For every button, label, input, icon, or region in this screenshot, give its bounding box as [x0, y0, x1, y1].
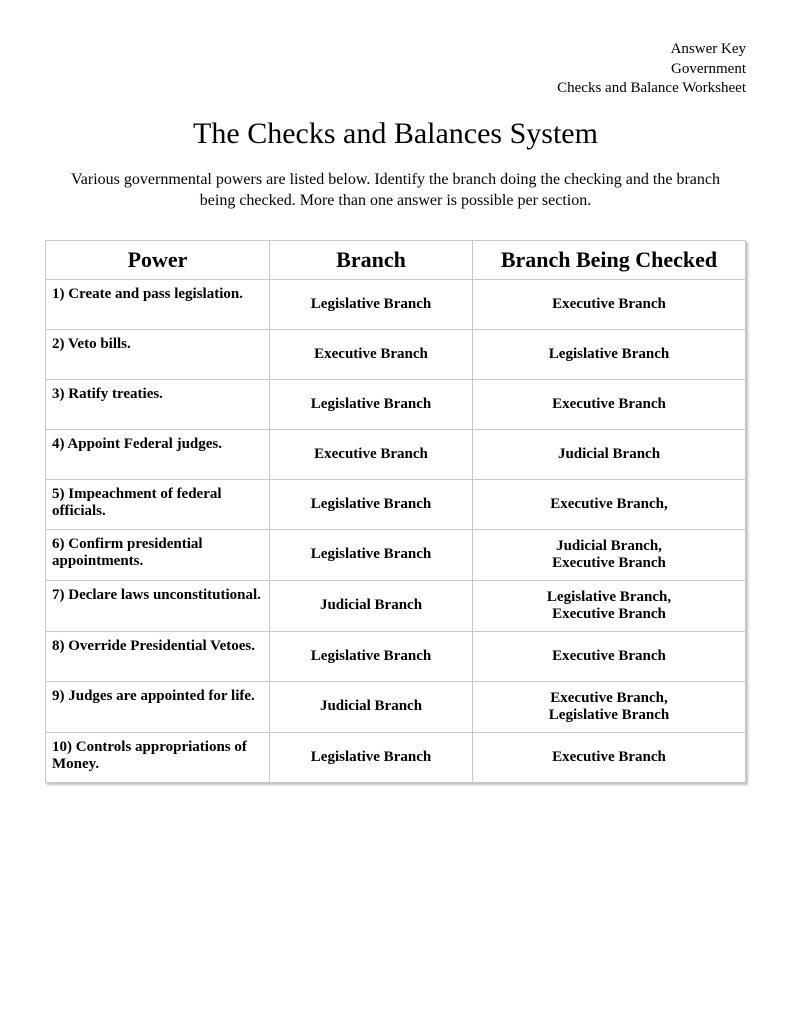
- cell-power: 4) Appoint Federal judges.: [46, 429, 270, 479]
- col-header-branch: Branch: [270, 240, 473, 279]
- cell-power: 8) Override Presidential Vetoes.: [46, 631, 270, 681]
- table-row: 4) Appoint Federal judges. Executive Bra…: [46, 429, 746, 479]
- cell-checked: Executive Branch: [473, 732, 746, 782]
- cell-branch: Judicial Branch: [270, 681, 473, 732]
- cell-power: 3) Ratify treaties.: [46, 379, 270, 429]
- col-header-power: Power: [46, 240, 270, 279]
- table-row: 10) Controls appropriations of Money. Le…: [46, 732, 746, 782]
- cell-branch: Legislative Branch: [270, 279, 473, 329]
- checks-balances-table: Power Branch Branch Being Checked 1) Cre…: [45, 240, 746, 783]
- cell-checked: Legislative Branch: [473, 329, 746, 379]
- cell-power: 5) Impeachment of federal officials.: [46, 479, 270, 529]
- cell-power: 2) Veto bills.: [46, 329, 270, 379]
- worksheet-page: Answer Key Government Checks and Balance…: [0, 0, 791, 823]
- cell-power: 9) Judges are appointed for life.: [46, 681, 270, 732]
- cell-power: 7) Declare laws unconstitutional.: [46, 580, 270, 631]
- cell-checked: Judicial Branch, Executive Branch: [473, 529, 746, 580]
- cell-checked: Executive Branch,: [473, 479, 746, 529]
- table-row: 6) Confirm presidential appointments. Le…: [46, 529, 746, 580]
- cell-checked: Judicial Branch: [473, 429, 746, 479]
- cell-checked: Executive Branch, Legislative Branch: [473, 681, 746, 732]
- table-header-row: Power Branch Branch Being Checked: [46, 240, 746, 279]
- table-row: 2) Veto bills. Executive Branch Legislat…: [46, 329, 746, 379]
- table-row: 3) Ratify treaties. Legislative Branch E…: [46, 379, 746, 429]
- cell-branch: Legislative Branch: [270, 379, 473, 429]
- cell-checked: Executive Branch: [473, 379, 746, 429]
- page-title: The Checks and Balances System: [45, 117, 746, 151]
- cell-checked: Executive Branch: [473, 631, 746, 681]
- header-block: Answer Key Government Checks and Balance…: [45, 40, 746, 99]
- table-row: 1) Create and pass legislation. Legislat…: [46, 279, 746, 329]
- cell-power: 10) Controls appropriations of Money.: [46, 732, 270, 782]
- header-line-2: Government: [45, 60, 746, 80]
- cell-checked: Legislative Branch, Executive Branch: [473, 580, 746, 631]
- cell-branch: Legislative Branch: [270, 529, 473, 580]
- cell-branch: Legislative Branch: [270, 479, 473, 529]
- header-line-3: Checks and Balance Worksheet: [45, 79, 746, 99]
- table-container: Power Branch Branch Being Checked 1) Cre…: [45, 240, 746, 783]
- cell-power: 1) Create and pass legislation.: [46, 279, 270, 329]
- cell-branch: Legislative Branch: [270, 732, 473, 782]
- cell-power: 6) Confirm presidential appointments.: [46, 529, 270, 580]
- header-line-1: Answer Key: [45, 40, 746, 60]
- table-body: 1) Create and pass legislation. Legislat…: [46, 279, 746, 782]
- col-header-checked: Branch Being Checked: [473, 240, 746, 279]
- table-row: 8) Override Presidential Vetoes. Legisla…: [46, 631, 746, 681]
- cell-branch: Executive Branch: [270, 329, 473, 379]
- table-row: 5) Impeachment of federal officials. Leg…: [46, 479, 746, 529]
- cell-branch: Judicial Branch: [270, 580, 473, 631]
- cell-branch: Legislative Branch: [270, 631, 473, 681]
- cell-branch: Executive Branch: [270, 429, 473, 479]
- instructions-text: Various governmental powers are listed b…: [45, 169, 746, 212]
- cell-checked: Executive Branch: [473, 279, 746, 329]
- table-row: 9) Judges are appointed for life. Judici…: [46, 681, 746, 732]
- table-row: 7) Declare laws unconstitutional. Judici…: [46, 580, 746, 631]
